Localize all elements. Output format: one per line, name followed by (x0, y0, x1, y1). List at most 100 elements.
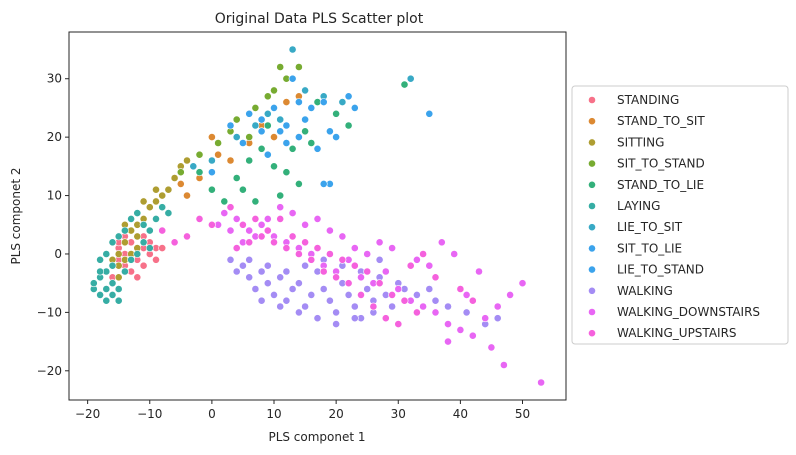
data-point (232, 214, 241, 223)
data-point (419, 302, 427, 311)
data-point (319, 179, 328, 188)
data-point (96, 255, 104, 264)
data-point (425, 285, 434, 293)
data-point (220, 209, 229, 217)
data-point (195, 168, 204, 177)
data-point (226, 226, 235, 235)
data-point (282, 168, 291, 177)
data-point (375, 238, 384, 247)
legend-label: LIE_TO_SIT (617, 220, 683, 234)
data-point (506, 290, 514, 299)
data-point (282, 267, 291, 276)
data-point (133, 232, 142, 241)
data-point (319, 267, 328, 276)
data-point (307, 104, 316, 112)
legend-marker (588, 96, 596, 104)
data-point (245, 238, 254, 247)
data-point (431, 308, 440, 317)
data-point (319, 285, 328, 293)
legend-label: LAYING (617, 199, 660, 213)
data-point (344, 121, 353, 130)
data-point (369, 302, 378, 311)
data-point (232, 267, 241, 276)
data-point (350, 314, 359, 323)
data-point (238, 185, 247, 194)
legend-marker (588, 265, 596, 274)
legend-label: SIT_TO_LIE (617, 241, 682, 255)
data-point (257, 220, 266, 229)
data-point (189, 162, 198, 171)
data-point (294, 98, 303, 106)
data-point (108, 279, 117, 288)
data-point (257, 232, 266, 241)
data-point (375, 279, 384, 288)
data-point (257, 115, 266, 124)
data-point (152, 197, 160, 206)
data-point (363, 267, 372, 276)
y-tick-label: −20 (37, 364, 62, 378)
data-point (263, 150, 272, 159)
data-point (350, 104, 359, 112)
data-point (276, 273, 285, 282)
x-tick-label: 40 (453, 407, 468, 421)
plot-frame (68, 31, 567, 401)
data-point (133, 209, 142, 217)
data-point (444, 320, 452, 328)
data-point (245, 133, 254, 141)
data-point (263, 214, 272, 223)
chart-title: Original Data PLS Scatter plot (215, 11, 424, 27)
data-point (133, 250, 142, 258)
data-point (176, 168, 185, 177)
legend-label: WALKING (617, 284, 673, 298)
data-point (158, 191, 167, 200)
data-point (294, 308, 303, 317)
data-point (127, 214, 136, 223)
data-point (226, 121, 235, 130)
data-point (238, 139, 247, 147)
data-point (183, 191, 191, 200)
data-point (381, 267, 390, 276)
data-point (344, 279, 353, 288)
data-point (493, 314, 502, 323)
data-point (251, 285, 260, 293)
x-axis-label: PLS componet 1 (268, 430, 365, 444)
data-point (257, 127, 266, 136)
data-point (251, 214, 260, 223)
data-point (245, 109, 254, 118)
data-point (263, 121, 272, 130)
data-point (176, 179, 185, 188)
data-point (145, 226, 154, 235)
data-point (127, 255, 136, 264)
y-tick-label: 20 (47, 130, 62, 144)
data-point (313, 214, 322, 223)
data-point (481, 314, 490, 323)
data-point (444, 302, 452, 311)
data-point (214, 139, 222, 147)
data-point (89, 279, 98, 288)
data-point (425, 109, 434, 118)
data-point (357, 273, 365, 282)
y-tick-label: 10 (47, 189, 62, 203)
data-point (406, 74, 415, 83)
data-point (183, 156, 191, 165)
data-point (499, 361, 508, 369)
x-tick-label: 0 (208, 407, 216, 421)
data-point (338, 98, 347, 106)
data-point (288, 285, 297, 293)
legend: STANDING STAND_TO_SIT SITTING SIT_TO_STAND S… (571, 85, 789, 345)
data-point (444, 337, 452, 346)
data-point (456, 325, 465, 334)
data-point (245, 273, 254, 282)
legend-label: LIE_TO_STAND (617, 263, 704, 277)
data-point (338, 232, 347, 241)
data-point (319, 98, 328, 106)
legend-frame (571, 85, 789, 345)
data-point (394, 285, 403, 293)
data-point (96, 290, 104, 299)
data-point (325, 296, 334, 305)
data-point (332, 308, 340, 317)
data-point (152, 185, 160, 194)
legend-marker (588, 286, 596, 295)
y-tick-label: 30 (47, 72, 62, 86)
data-point (133, 273, 142, 282)
